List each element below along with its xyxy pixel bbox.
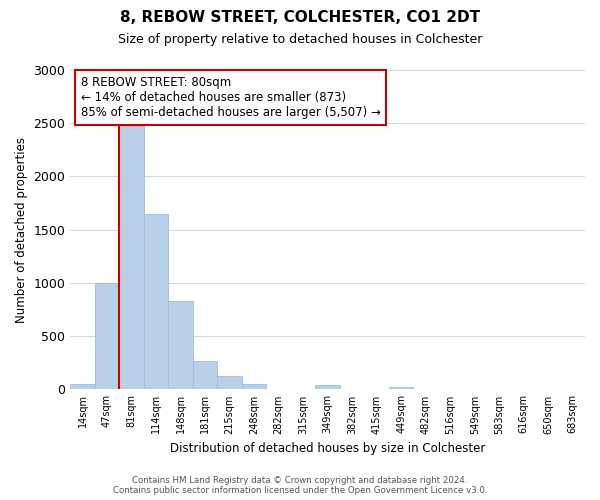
Bar — [119, 126, 144, 390]
Y-axis label: Number of detached properties: Number of detached properties — [15, 136, 28, 322]
Text: 8 REBOW STREET: 80sqm
← 14% of detached houses are smaller (873)
85% of semi-det: 8 REBOW STREET: 80sqm ← 14% of detached … — [80, 76, 380, 120]
Text: Size of property relative to detached houses in Colchester: Size of property relative to detached ho… — [118, 32, 482, 46]
Text: 8, REBOW STREET, COLCHESTER, CO1 2DT: 8, REBOW STREET, COLCHESTER, CO1 2DT — [120, 10, 480, 25]
Bar — [70, 384, 95, 390]
Bar — [193, 360, 217, 390]
Bar — [316, 385, 340, 390]
Bar — [169, 301, 193, 390]
Bar — [217, 376, 242, 390]
Bar — [242, 384, 266, 390]
Bar — [95, 283, 119, 390]
X-axis label: Distribution of detached houses by size in Colchester: Distribution of detached houses by size … — [170, 442, 485, 455]
Text: Contains HM Land Registry data © Crown copyright and database right 2024.
Contai: Contains HM Land Registry data © Crown c… — [113, 476, 487, 495]
Bar — [389, 388, 413, 390]
Bar — [144, 214, 169, 390]
